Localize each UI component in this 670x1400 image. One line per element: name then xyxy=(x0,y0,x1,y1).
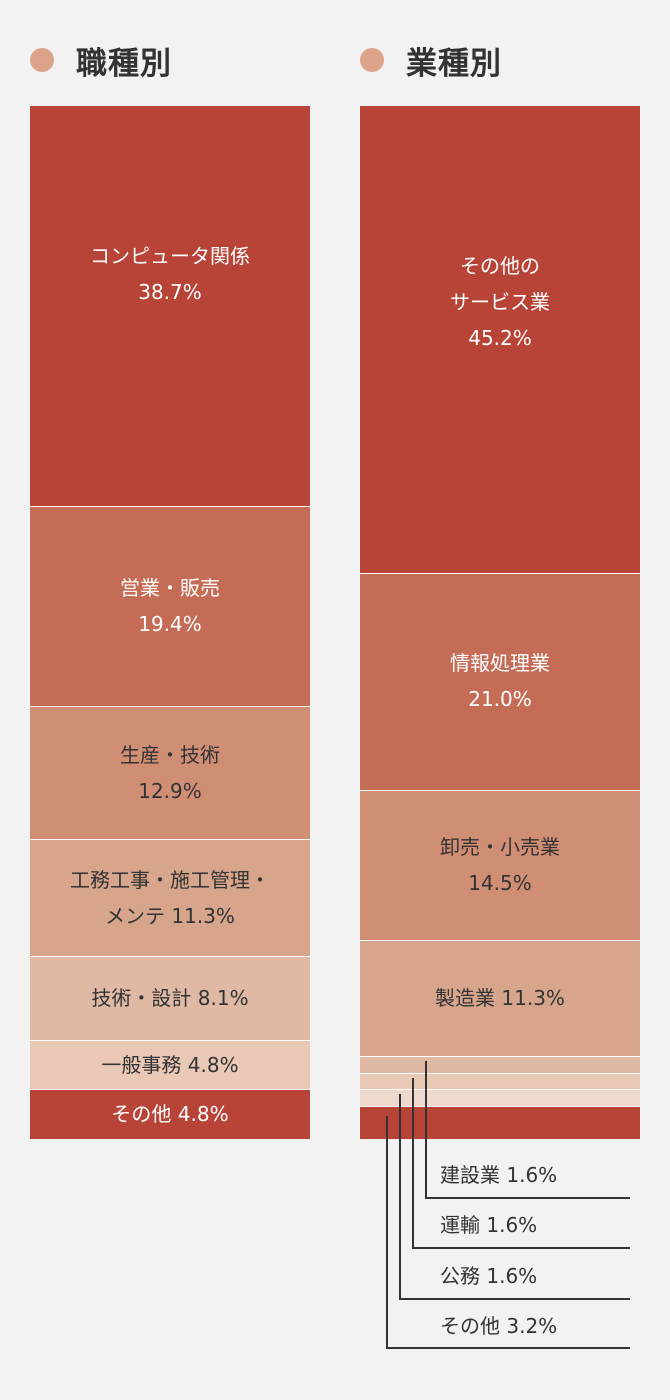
callout-underline xyxy=(412,1247,630,1249)
bar-segment xyxy=(360,1105,640,1139)
bar-segment xyxy=(360,1056,640,1073)
callout-underline xyxy=(399,1298,630,1300)
segment-label: 技術・設計 8.1% xyxy=(30,980,310,1016)
segment-label: 営業・販売 19.4% xyxy=(30,570,310,642)
segment-label-line: メンテ 11.3% xyxy=(105,903,235,928)
segment-label-line: 営業・販売 xyxy=(120,575,220,600)
segment-label-line: 卸売・小売業 xyxy=(440,834,560,859)
segment-label: 一般事務 4.8% xyxy=(30,1047,310,1083)
segment-label-line: 19.4% xyxy=(138,611,202,636)
segment-label: 生産・技術 12.9% xyxy=(30,737,310,809)
segment-label: 情報処理業 21.0% xyxy=(360,645,640,717)
bar-segment xyxy=(30,1039,310,1090)
bullet-dot-icon xyxy=(30,48,54,72)
bar-segment xyxy=(360,939,640,1057)
callout-label: 公務 1.6% xyxy=(440,1264,538,1288)
segment-label: その他のサービス業 45.2% xyxy=(360,248,640,356)
segment-label-line: 技術・設計 8.1% xyxy=(91,985,249,1010)
segment-label-line: コンピュータ関係 xyxy=(90,243,250,268)
segment-label-line: その他 4.8% xyxy=(111,1102,229,1127)
segment-label-line: 38.7% xyxy=(138,279,202,304)
callout-underline xyxy=(425,1197,630,1199)
bar-segment xyxy=(360,106,640,573)
callout-leader-line xyxy=(399,1094,401,1298)
segment-label-line: 14.5% xyxy=(468,870,532,895)
callout-label: 建設業 1.6% xyxy=(440,1163,558,1187)
bar-segment xyxy=(30,839,310,957)
callout-leader-line xyxy=(386,1115,388,1347)
heading-occupation-text: 職種別 xyxy=(76,45,172,82)
bar-segment xyxy=(30,1089,310,1139)
bar-segment xyxy=(30,706,310,840)
callout-label: 運輸 1.6% xyxy=(440,1213,538,1237)
callout-leader-line xyxy=(425,1061,427,1197)
bar-segment xyxy=(30,106,310,506)
segment-label-line: その他の xyxy=(460,254,540,279)
segment-label-line: 製造業 11.3% xyxy=(435,985,565,1010)
bullet-dot-icon xyxy=(360,48,384,72)
bar-segment xyxy=(30,956,310,1040)
segment-label-line: 一般事務 4.8% xyxy=(101,1052,239,1077)
heading-occupation: 職種別 xyxy=(30,38,172,82)
segment-label: コンピュータ関係 38.7% xyxy=(30,238,310,310)
segment-label-line: 21.0% xyxy=(468,687,532,712)
segment-label: 製造業 11.3% xyxy=(360,980,640,1016)
heading-industry-text: 業種別 xyxy=(406,45,502,82)
bar-segment xyxy=(360,1072,640,1090)
segment-label: 卸売・小売業 14.5% xyxy=(360,829,640,901)
segment-label-line: 45.2% xyxy=(468,326,532,351)
segment-label-line: 生産・技術 xyxy=(120,742,220,767)
segment-label-line: サービス業 xyxy=(450,290,550,315)
bar-segment xyxy=(360,572,640,790)
heading-industry: 業種別 xyxy=(360,38,502,82)
bar-segment xyxy=(360,789,640,940)
bar-segment xyxy=(360,1089,640,1106)
segment-label: その他 4.8% xyxy=(30,1096,310,1132)
callout-leader-line xyxy=(412,1077,414,1247)
bar-segment xyxy=(30,505,310,707)
segment-label: 工務工事・施工管理・ メンテ 11.3% xyxy=(30,862,310,934)
callout-label: その他 3.2% xyxy=(440,1314,558,1338)
segment-label-line: 12.9% xyxy=(138,778,202,803)
segment-label-line: 情報処理業 xyxy=(450,651,550,676)
callout-underline xyxy=(386,1347,630,1349)
segment-label-line: 工務工事・施工管理・ xyxy=(70,867,270,892)
